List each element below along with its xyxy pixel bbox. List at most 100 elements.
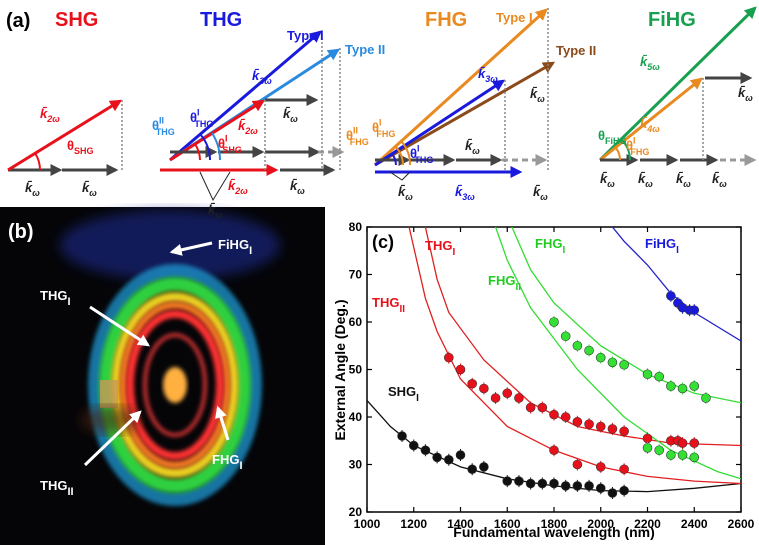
data-point — [455, 450, 466, 460]
vector-label-text: k̄ — [208, 202, 216, 217]
vector-label: θI SHG — [218, 134, 242, 155]
vector-label-sub: ω — [472, 146, 480, 156]
photo-label: THGI — [40, 288, 71, 308]
vector-label-sub: ω — [683, 179, 691, 189]
data-point — [549, 478, 559, 489]
vector-label: k̄ω — [638, 171, 653, 189]
vector-label: k̄3ω — [478, 66, 498, 84]
vector-label-sub: 2ω — [244, 126, 258, 136]
data-point — [607, 357, 618, 368]
data-point — [444, 352, 454, 363]
vector-label-sub: 5ω — [647, 62, 660, 72]
vector-label-sub: FiHG — [605, 136, 627, 146]
data-point — [666, 291, 676, 301]
data-point — [677, 450, 688, 460]
vector-label-text: k̄ — [82, 180, 90, 195]
vector-label: θI THG — [190, 108, 213, 129]
vector-label: k̄3ω — [455, 184, 475, 202]
photo-label-text: THG — [40, 288, 67, 303]
data-point — [479, 462, 489, 472]
data-point — [490, 393, 501, 403]
x-tick-label: 2600 — [728, 517, 755, 531]
vector-label-text: k̄ — [465, 138, 473, 153]
data-point — [467, 378, 477, 389]
data-point — [525, 478, 536, 489]
data-point — [619, 359, 629, 370]
x-tick-label: 1200 — [400, 517, 427, 531]
vector-label-text: k̄ — [228, 178, 236, 193]
curve-label-text: THG — [372, 295, 399, 310]
vector-label-sup: I — [417, 144, 420, 154]
vector-label-sub: ω — [215, 210, 223, 220]
data-point — [642, 433, 653, 444]
data-point — [666, 450, 676, 460]
data-point — [677, 438, 688, 448]
curve-label-sub: I — [676, 245, 679, 256]
heading: THG — [200, 9, 242, 31]
data-point — [654, 445, 664, 456]
data-point — [642, 443, 653, 453]
vector-label-sup: I — [225, 134, 228, 144]
vector-label-sub: 3ω — [259, 76, 272, 86]
data-point — [420, 445, 431, 456]
vector-label-text: k̄ — [290, 178, 298, 193]
data-point — [584, 419, 594, 429]
y-tick-label: 60 — [349, 315, 363, 329]
type-label: Type I — [496, 10, 533, 25]
data-point — [444, 454, 454, 465]
vector-label: k̄2ω — [40, 106, 60, 124]
data-point — [619, 464, 629, 475]
x-tick-label: 2000 — [587, 517, 614, 531]
data-point — [689, 305, 700, 315]
photo — [0, 207, 325, 545]
data-point — [689, 452, 700, 463]
vector-label: k̄3ω — [252, 68, 272, 86]
curve-label: FHGI — [535, 236, 565, 256]
data-point — [572, 340, 583, 351]
fit-curve — [424, 227, 741, 447]
data-point — [572, 459, 583, 470]
photo-label-sub: I — [239, 460, 242, 472]
fit-curve — [611, 227, 741, 342]
data-point — [502, 388, 513, 399]
vector-label-sub: ω — [645, 179, 653, 189]
photo-label-text: FiHG — [218, 237, 249, 252]
data-point — [408, 440, 419, 451]
x-tick-label: 1000 — [354, 517, 381, 531]
curve-label: FiHGI — [645, 236, 679, 256]
y-tick-label: 30 — [349, 458, 363, 472]
data-point — [514, 393, 524, 403]
vector-label: k̄ω — [82, 180, 97, 198]
y-tick-label: 80 — [349, 220, 363, 234]
vector-label-sub: SHG — [74, 146, 94, 156]
type-label-text: Type II — [345, 42, 385, 57]
diagram-arrows — [7, 6, 757, 202]
data-point — [607, 424, 618, 434]
vector-label-text: k̄ — [40, 106, 48, 121]
vector-label-text: k̄ — [738, 85, 746, 100]
vector-label-text: k̄ — [478, 66, 486, 81]
curve-label-sub: I — [452, 247, 455, 258]
type-label-text: Type I — [287, 28, 324, 43]
vector-label-sup: II — [353, 126, 358, 136]
data-point — [607, 488, 618, 498]
vector-label: k̄ω — [712, 171, 727, 189]
data-point — [525, 402, 536, 413]
vector-label: k̄ω — [738, 85, 753, 103]
panel-label: (a) — [6, 10, 30, 32]
vector-label: k̄ω — [530, 86, 545, 104]
vector-label-sub: 3ω — [462, 192, 475, 202]
vector-label: θII THG — [152, 116, 175, 137]
vector-label-text: k̄ — [676, 171, 684, 186]
vector-label-text: k̄ — [640, 116, 648, 131]
type-label-text: Type II — [556, 43, 596, 58]
data-point — [689, 381, 700, 391]
vector-label: k̄2ω — [238, 118, 258, 136]
heading: FHG — [425, 9, 467, 31]
y-tick-label: 20 — [349, 505, 363, 519]
fit-curve — [511, 227, 741, 404]
vector-label: k̄ω — [533, 184, 548, 202]
curve-label: SHGI — [388, 384, 419, 404]
data-point — [432, 452, 442, 463]
